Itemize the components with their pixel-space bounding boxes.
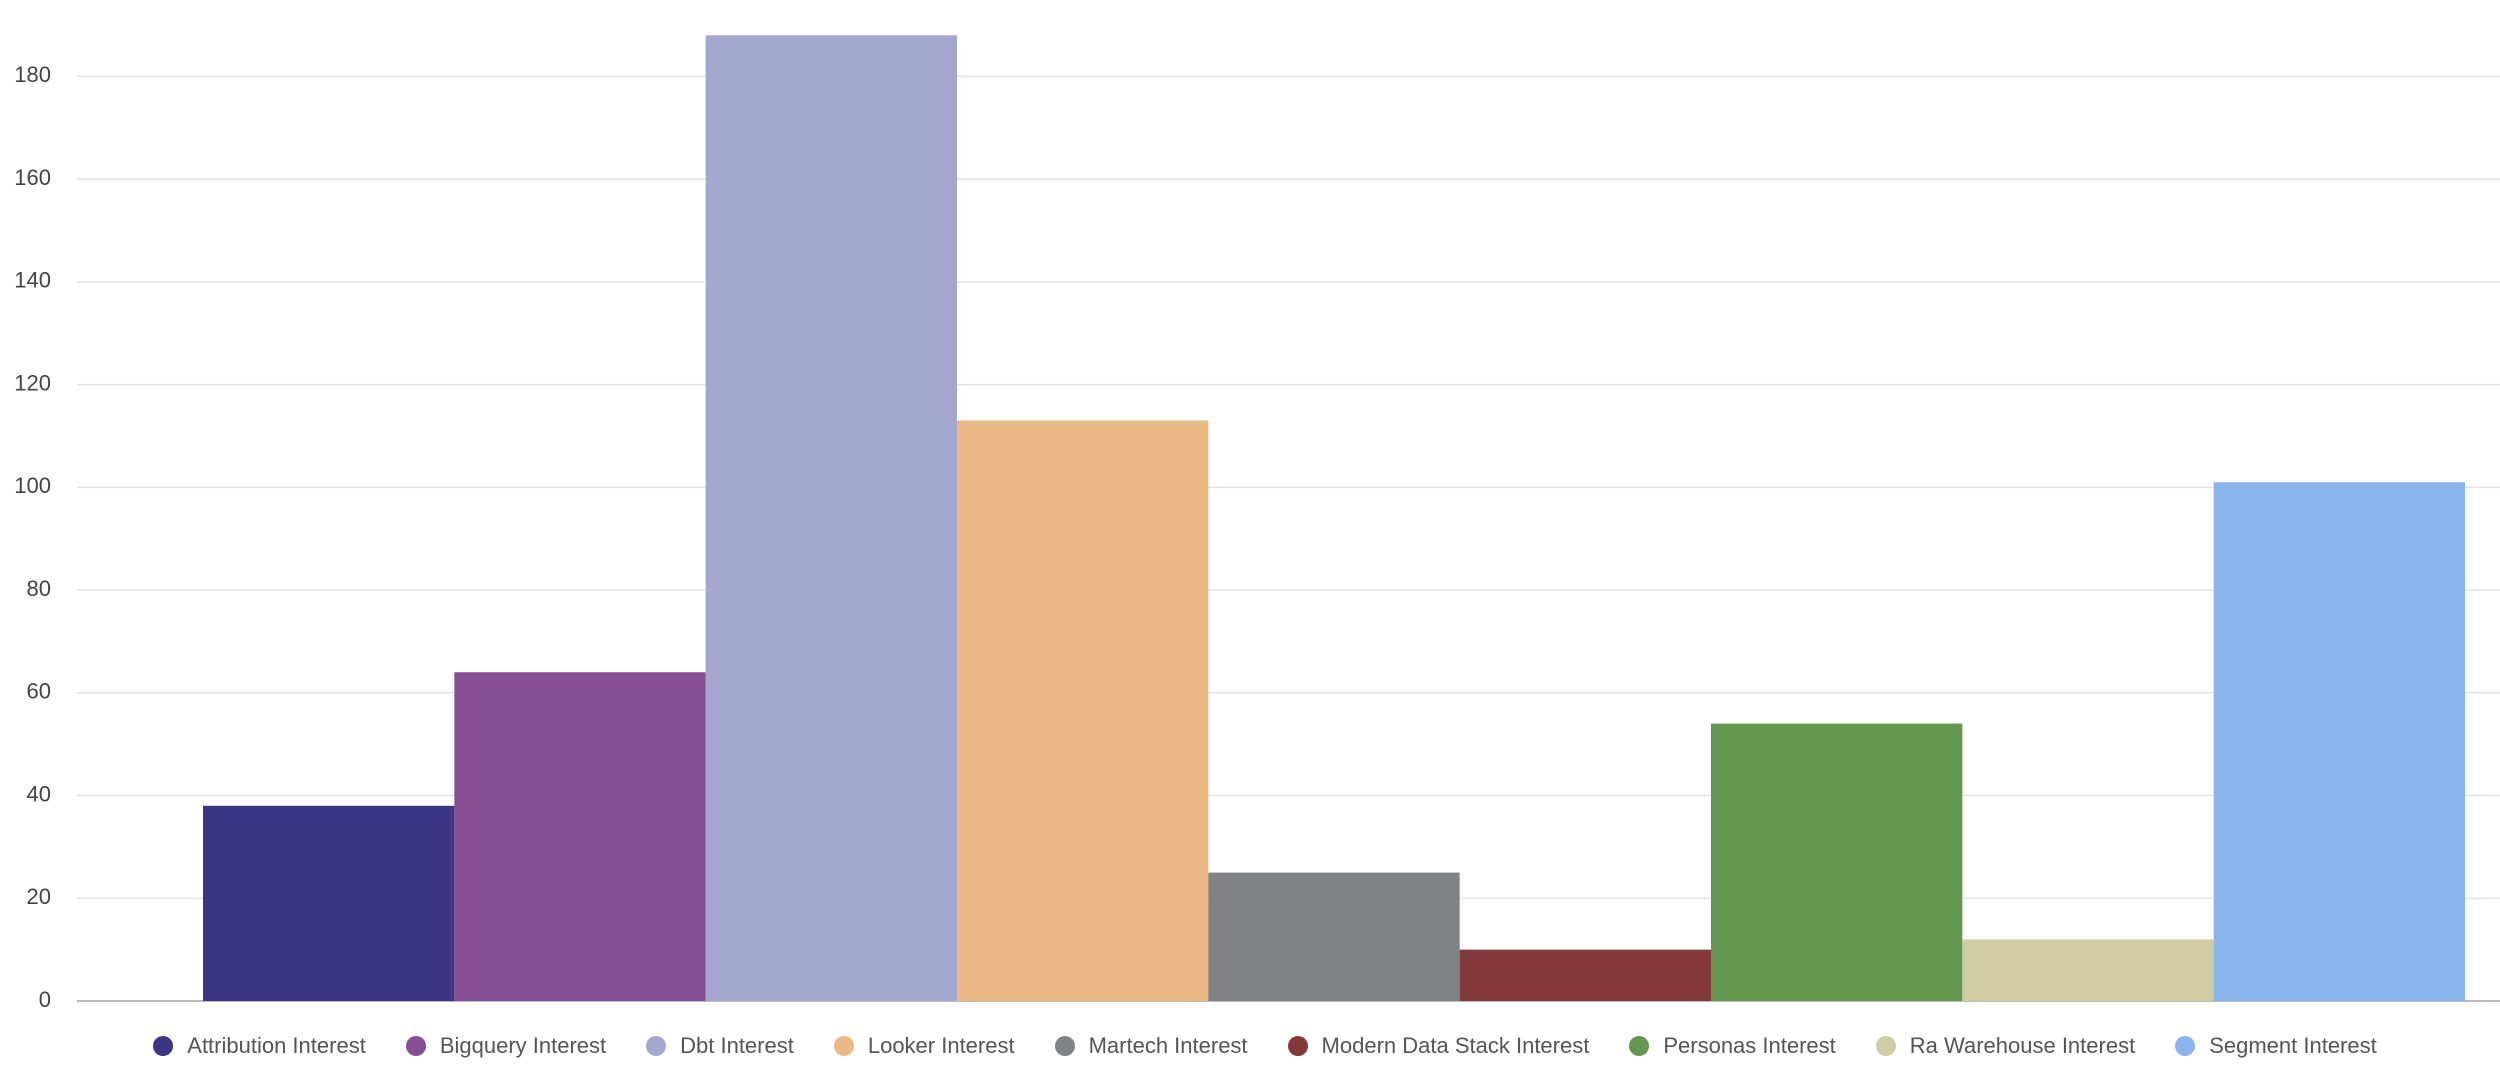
legend-item[interactable]: Personas Interest: [1629, 1033, 1836, 1059]
bar: [1208, 872, 1460, 1001]
y-tick-label: 80: [27, 576, 51, 601]
bar: [1459, 949, 1711, 1001]
legend-marker: [153, 1036, 174, 1056]
legend-item[interactable]: Attribution Interest: [153, 1033, 366, 1059]
legend-marker: [646, 1036, 667, 1056]
bar: [203, 805, 455, 1001]
legend-label: Looker Interest: [867, 1033, 1015, 1058]
y-tick-label: 0: [39, 987, 51, 1012]
chart: 0 20 40 60 80 100 120 140 160 180: [14, 35, 2500, 1012]
legend-item[interactable]: Segment Interest: [2175, 1033, 2377, 1059]
legend-marker: [1875, 1036, 1896, 1056]
legend-item[interactable]: Martech Interest: [1054, 1033, 1248, 1059]
legend-marker: [833, 1036, 854, 1056]
legend-item[interactable]: Modern Data Stack Interest: [1287, 1033, 1590, 1059]
legend-label: Bigquery Interest: [439, 1033, 607, 1058]
legend-label: Martech Interest: [1088, 1033, 1248, 1058]
legend-marker: [1054, 1036, 1075, 1056]
bar: [1962, 939, 2214, 1001]
legend-marker: [1287, 1036, 1308, 1056]
bar: [957, 420, 1209, 1001]
legend-label: Dbt Interest: [680, 1033, 794, 1058]
legend-item[interactable]: Bigquery Interest: [405, 1033, 607, 1059]
bar: [705, 35, 957, 1002]
legend-item[interactable]: Looker Interest: [833, 1033, 1015, 1059]
y-tick-label: 180: [14, 62, 51, 87]
legend-marker: [405, 1036, 426, 1056]
y-tick-label: 160: [14, 165, 51, 190]
y-tick-label: 100: [14, 473, 51, 498]
y-tick-label: 20: [27, 884, 51, 909]
legend-marker: [2175, 1036, 2196, 1056]
legend-label: Attribution Interest: [187, 1033, 366, 1058]
y-tick-label: 60: [27, 679, 51, 704]
bar: [1711, 723, 1963, 1001]
legend-item[interactable]: Dbt Interest: [646, 1033, 794, 1059]
legend-label: Personas Interest: [1663, 1033, 1836, 1058]
y-tick-label: 140: [14, 268, 51, 293]
legend-marker: [1629, 1036, 1650, 1056]
legend-label: Modern Data Stack Interest: [1321, 1033, 1590, 1058]
y-tick-label: 40: [27, 781, 51, 806]
legend-label: Segment Interest: [2209, 1033, 2377, 1058]
bar: [2213, 482, 2465, 1001]
y-tick-label: 120: [14, 370, 51, 395]
bar: [454, 672, 706, 1001]
legend-item[interactable]: Ra Warehouse Interest: [1875, 1033, 2136, 1059]
legend: Attribution Interest Bigquery Interest Dbt…: [0, 1026, 2500, 1066]
legend-label: Ra Warehouse Interest: [1909, 1033, 2136, 1058]
